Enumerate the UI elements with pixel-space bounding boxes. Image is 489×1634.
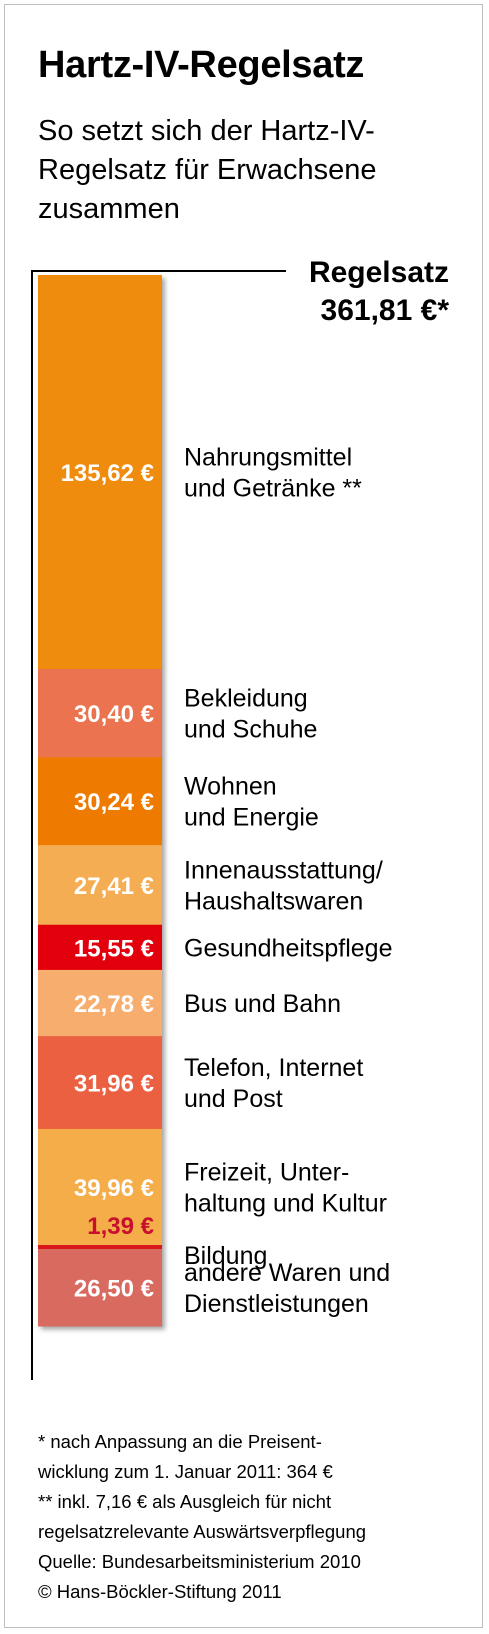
- bar-segment: [38, 668, 162, 758]
- bar-segment: [38, 757, 162, 846]
- segment-category-label: Nahrungsmittel: [184, 443, 352, 471]
- segment-category-label: und Schuhe: [184, 716, 317, 744]
- segment-category-label: Telefon, Internet: [184, 1054, 363, 1082]
- total-bracket-vertical: [31, 270, 33, 1380]
- bar-segment: [38, 969, 162, 1037]
- segment-category-label: Bildung: [184, 1242, 267, 1270]
- segment-category-label: und Post: [184, 1085, 283, 1113]
- segment-category-label: und Getränke **: [184, 474, 362, 502]
- segment-value-label: 31,96 €: [74, 1071, 154, 1098]
- bar-segment: [38, 845, 162, 926]
- segment-category-label: Innenausstattung/: [184, 856, 383, 884]
- segment-category-label: andere Waren und: [184, 1259, 390, 1287]
- segment-category-label: Wohnen: [184, 773, 277, 801]
- chart-title: Hartz-IV-Regelsatz: [38, 44, 365, 86]
- total-label-title: Regelsatz: [308, 256, 449, 289]
- segment-category-label: Bus und Bahn: [184, 990, 341, 1018]
- chart-subtitle: So setzt sich der Hartz-IV-Regelsatz für…: [38, 115, 377, 225]
- segment-category-label: Dienstleistungen: [184, 1290, 369, 1318]
- segment-value-label: 27,41 €: [74, 873, 154, 900]
- segment-category-label: und Energie: [184, 804, 319, 832]
- footnotes: * nach Anpassung an die Preisent- wicklu…: [38, 1427, 366, 1607]
- footnote-line: ** inkl. 7,16 € als Ausgleich für nicht: [38, 1491, 332, 1512]
- segment-labels: 135,62 € Nahrungsmittel und Getränke ** 30,…: [61, 443, 393, 1318]
- bar-segment: [38, 1128, 162, 1246]
- source-line: © Hans-Böckler-Stiftung 2011: [38, 1581, 282, 1602]
- segment-category-label: Bekleidung: [184, 685, 308, 713]
- total-bracket-horizontal: [31, 270, 286, 272]
- segment-category-label: haltung und Kultur: [184, 1189, 387, 1217]
- segment-value-label: 30,40 €: [74, 701, 154, 728]
- total-label-value: 361,81 €*: [320, 294, 449, 327]
- segment-value-label: 26,50 €: [74, 1276, 154, 1303]
- footnote-line: regelsatzrelevante Auswärtsverpflegung: [38, 1521, 367, 1542]
- segment-category-label: Haushaltswaren: [184, 887, 363, 915]
- footnote-line: * nach Anpassung an die Preisent-: [38, 1431, 322, 1452]
- bar-segment: [38, 1249, 162, 1327]
- stacked-bar: [38, 275, 162, 1327]
- segment-value-label: 1,39 €: [87, 1213, 154, 1240]
- total-label: Regelsatz 361,81 €*: [309, 254, 449, 330]
- bar-segment: [38, 275, 162, 670]
- bar-segment: [38, 924, 162, 971]
- segment-value-label: 15,55 €: [74, 935, 154, 962]
- segment-value-label: 30,24 €: [74, 789, 154, 816]
- segment-category-label: Freizeit, Unter-: [184, 1158, 349, 1186]
- footnote-line: Quelle: Bundesarbeitsministerium 2010: [38, 1551, 361, 1572]
- segment-value-label: 39,96 €: [74, 1175, 154, 1202]
- bar-segment: [38, 1036, 162, 1130]
- segment-category-label: Gesundheitspflege: [184, 934, 392, 962]
- segment-value-label: 22,78 €: [74, 991, 154, 1018]
- figure-frame: [4, 4, 483, 1628]
- footnote-line: wicklung zum 1. Januar 2011: 364 €: [38, 1461, 333, 1482]
- bar-segment: [38, 1245, 162, 1250]
- segment-value-label: 135,62 €: [61, 460, 154, 487]
